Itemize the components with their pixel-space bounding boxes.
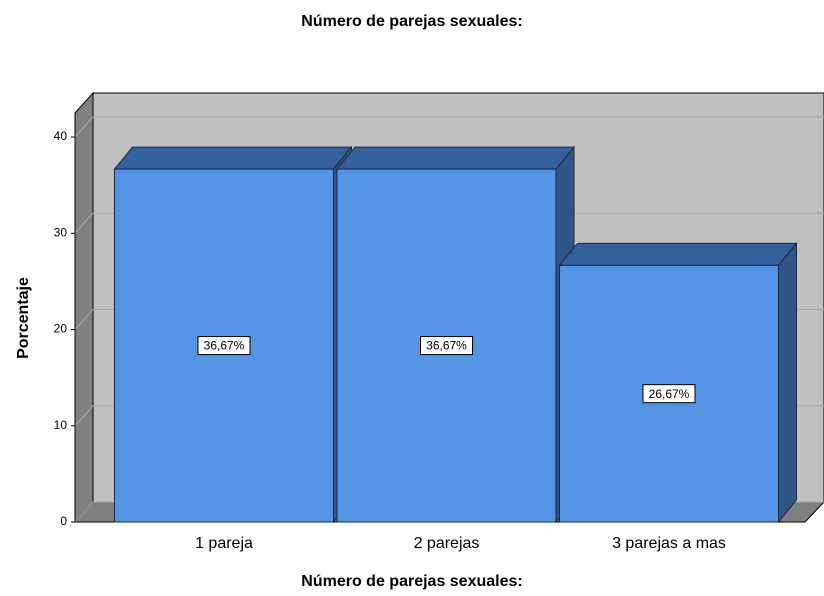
bar-top bbox=[113, 146, 353, 170]
bar-top bbox=[335, 146, 576, 170]
bar-side bbox=[778, 241, 797, 524]
value-label-box bbox=[197, 336, 251, 356]
value-label: 36,67% bbox=[426, 339, 467, 353]
y-tick-label: 0 bbox=[60, 514, 67, 528]
value-label: 36,67% bbox=[204, 339, 245, 353]
value-label: 26,67% bbox=[649, 387, 690, 401]
y-tick-label: 20 bbox=[54, 322, 68, 336]
y-tick-label: 40 bbox=[54, 129, 68, 143]
y-tick-label: 10 bbox=[54, 418, 68, 432]
x-axis-title: Número de parejas sexuales: bbox=[301, 573, 522, 590]
grid-line bbox=[74, 212, 824, 234]
bar bbox=[113, 145, 353, 524]
grid-line bbox=[74, 116, 824, 138]
bar-top bbox=[558, 242, 798, 266]
y-tick-label: 30 bbox=[54, 225, 68, 239]
bar bbox=[335, 145, 576, 524]
bar bbox=[558, 241, 798, 524]
x-tick-label: 1 pareja bbox=[195, 535, 253, 552]
value-label-box bbox=[420, 336, 473, 356]
value-label-box bbox=[642, 384, 696, 404]
x-tick-label: 3 parejas a mas bbox=[612, 535, 726, 552]
chart-title: Número de parejas sexuales: bbox=[301, 13, 522, 30]
left-wall bbox=[74, 91, 94, 524]
y-axis-title: Porcentaje bbox=[15, 277, 32, 359]
x-tick-label: 2 parejas bbox=[414, 535, 480, 552]
